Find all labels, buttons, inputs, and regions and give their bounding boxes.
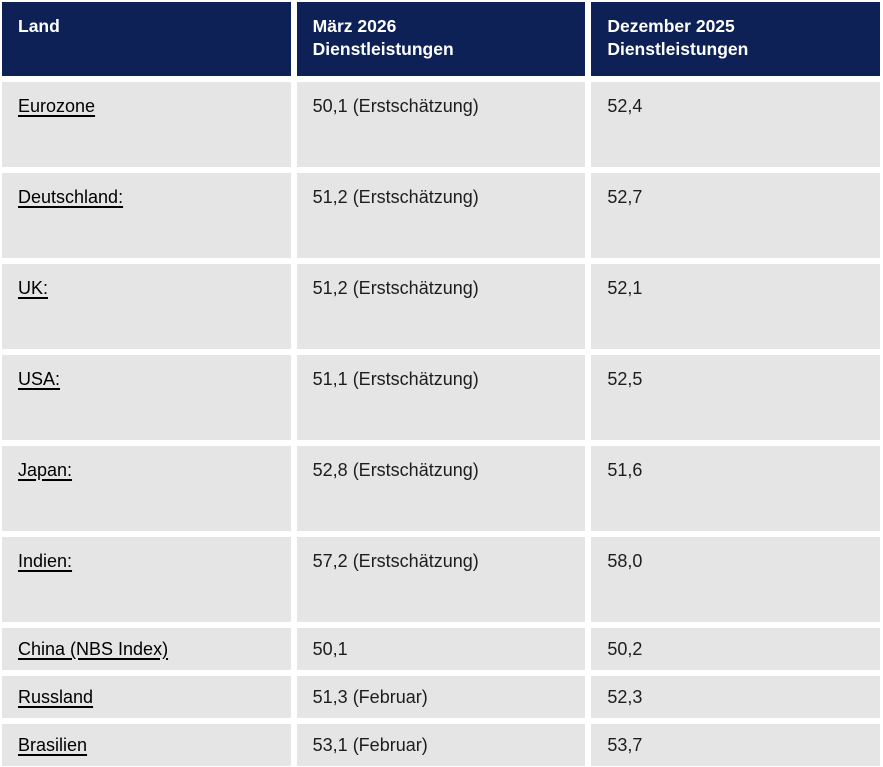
country-cell: UK: xyxy=(2,264,291,349)
country-cell: USA: xyxy=(2,355,291,440)
dezember-value-cell: 52,1 xyxy=(591,264,880,349)
dezember-value-cell: 52,4 xyxy=(591,82,880,167)
table-row: Deutschland: 51,2 (Erstschätzung) 52,7 xyxy=(2,173,880,258)
dezember-value-cell: 58,0 xyxy=(591,537,880,622)
table-row: Indien: 57,2 (Erstschätzung) 58,0 xyxy=(2,537,880,622)
dezember-value-cell: 52,3 xyxy=(591,676,880,718)
country-cell: Brasilien xyxy=(2,724,291,766)
country-cell: Deutschland: xyxy=(2,173,291,258)
dezember-value-cell: 52,7 xyxy=(591,173,880,258)
country-link[interactable]: Russland xyxy=(18,687,94,707)
table-body: Eurozone 50,1 (Erstschätzung) 52,4 Deutschl… xyxy=(2,82,880,766)
maerz-value-cell: 51,2 (Erstschätzung) xyxy=(296,173,586,258)
table-row: Eurozone 50,1 (Erstschätzung) 52,4 xyxy=(2,82,880,167)
table-row: USA: 51,1 (Erstschätzung) 52,5 xyxy=(2,355,880,440)
table-row: Russland 51,3 (Februar) 52,3 xyxy=(2,676,880,718)
table-header-row: Land März 2026 Dienstleistungen Dezember… xyxy=(2,2,880,76)
column-header-land: Land xyxy=(2,2,291,76)
maerz-value-cell: 50,1 (Erstschätzung) xyxy=(296,82,586,167)
country-link[interactable]: China (NBS Index) xyxy=(18,639,169,659)
country-cell: China (NBS Index) xyxy=(2,628,291,670)
table-row: Brasilien 53,1 (Februar) 53,7 xyxy=(2,724,880,766)
country-link[interactable]: Deutschland: xyxy=(18,187,124,207)
table-row: China (NBS Index) 50,1 50,2 xyxy=(2,628,880,670)
country-link[interactable]: Indien: xyxy=(18,551,73,571)
table-row: UK: 51,2 (Erstschätzung) 52,1 xyxy=(2,264,880,349)
maerz-value-cell: 50,1 xyxy=(296,628,586,670)
maerz-value-cell: 57,2 (Erstschätzung) xyxy=(296,537,586,622)
dezember-value-cell: 50,2 xyxy=(591,628,880,670)
dezember-value-cell: 52,5 xyxy=(591,355,880,440)
country-cell: Japan: xyxy=(2,446,291,531)
country-link[interactable]: USA: xyxy=(18,369,61,389)
country-link[interactable]: Japan: xyxy=(18,460,73,480)
table-row: Japan: 52,8 (Erstschätzung) 51,6 xyxy=(2,446,880,531)
country-cell: Indien: xyxy=(2,537,291,622)
country-cell: Eurozone xyxy=(2,82,291,167)
maerz-value-cell: 51,3 (Februar) xyxy=(296,676,586,718)
country-cell: Russland xyxy=(2,676,291,718)
country-link[interactable]: Eurozone xyxy=(18,96,96,116)
maerz-value-cell: 51,2 (Erstschätzung) xyxy=(296,264,586,349)
country-link[interactable]: UK: xyxy=(18,278,49,298)
column-header-dezember-2025-dienstleistungen: Dezember 2025 Dienstleistungen xyxy=(591,2,880,76)
maerz-value-cell: 51,1 (Erstschätzung) xyxy=(296,355,586,440)
maerz-value-cell: 52,8 (Erstschätzung) xyxy=(296,446,586,531)
dezember-value-cell: 51,6 xyxy=(591,446,880,531)
country-link[interactable]: Brasilien xyxy=(18,735,88,755)
dezember-value-cell: 53,7 xyxy=(591,724,880,766)
maerz-value-cell: 53,1 (Februar) xyxy=(296,724,586,766)
column-header-maerz-2026-dienstleistungen: März 2026 Dienstleistungen xyxy=(296,2,586,76)
